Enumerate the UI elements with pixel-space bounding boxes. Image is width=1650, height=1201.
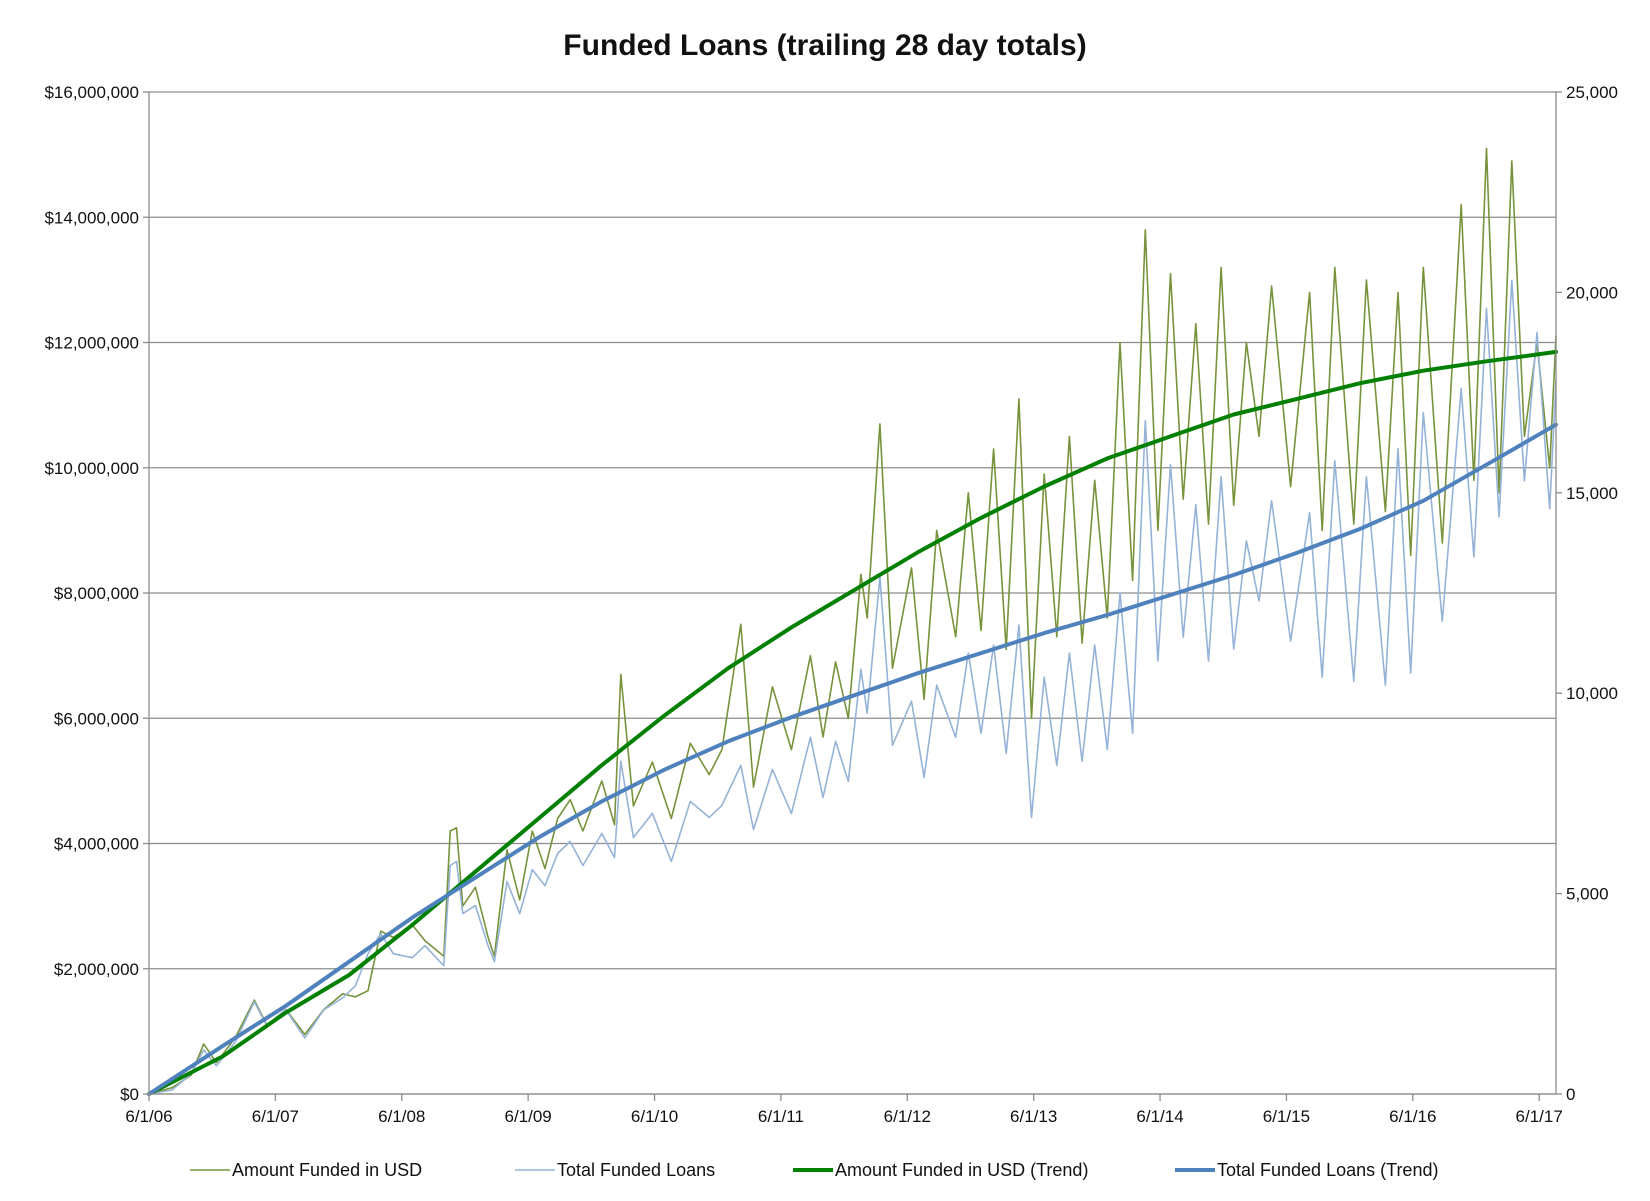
right-tick-label-3: 15,000	[1566, 484, 1618, 503]
chart-title: Funded Loans (trailing 28 day totals)	[563, 29, 1086, 62]
left-tick-label-2: $4,000,000	[54, 835, 139, 854]
x-tick-label-3: 6/1/09	[505, 1107, 552, 1126]
right-tick-label-1: 5,000	[1566, 885, 1609, 904]
x-tick-label-7: 6/1/13	[1010, 1107, 1057, 1126]
left-tick-label-5: $10,000,000	[44, 459, 139, 478]
x-tick-label-5: 6/1/11	[758, 1107, 804, 1126]
x-tick-label-0: 6/1/06	[125, 1107, 172, 1126]
right-tick-label-2: 10,000	[1566, 684, 1618, 703]
x-tick-label-1: 6/1/07	[252, 1107, 299, 1126]
series-layer	[147, 147, 1558, 1096]
right-tick-label-5: 25,000	[1566, 83, 1618, 102]
left-tick-label-0: $0	[120, 1085, 139, 1104]
x-tick-label-8: 6/1/14	[1136, 1107, 1183, 1126]
right-tick-label-0: 0	[1566, 1085, 1575, 1104]
series-line-1	[148, 279, 1557, 1095]
legend: Amount Funded in USD Total Funded Loans Am…	[190, 1160, 1438, 1180]
series-line-3	[147, 422, 1558, 1096]
axis-layer: $0 $2,000,000 $4,000,000 $6,000,000 $8,000,0…	[44, 83, 1618, 1126]
left-tick-label-7: $14,000,000	[44, 208, 139, 227]
series-line-2	[147, 349, 1558, 1096]
legend-label-2: Amount Funded in USD (Trend)	[835, 1160, 1088, 1180]
x-tick-label-4: 6/1/10	[631, 1107, 678, 1126]
left-tick-label-8: $16,000,000	[44, 83, 139, 102]
right-tick-label-4: 20,000	[1566, 283, 1618, 302]
left-tick-label-6: $12,000,000	[44, 334, 139, 353]
legend-label-1: Total Funded Loans	[557, 1160, 715, 1180]
legend-label-0: Amount Funded in USD	[232, 1160, 422, 1180]
x-tick-label-11: 6/1/17	[1516, 1107, 1563, 1126]
legend-label-3: Total Funded Loans (Trend)	[1217, 1160, 1438, 1180]
x-tick-label-2: 6/1/08	[378, 1107, 425, 1126]
left-tick-label-1: $2,000,000	[54, 960, 139, 979]
x-tick-label-9: 6/1/15	[1263, 1107, 1310, 1126]
series-line-0	[148, 147, 1557, 1095]
x-tick-label-10: 6/1/16	[1389, 1107, 1436, 1126]
left-tick-label-3: $6,000,000	[54, 709, 139, 728]
x-tick-label-6: 6/1/12	[884, 1107, 931, 1126]
left-tick-label-4: $8,000,000	[54, 584, 139, 603]
